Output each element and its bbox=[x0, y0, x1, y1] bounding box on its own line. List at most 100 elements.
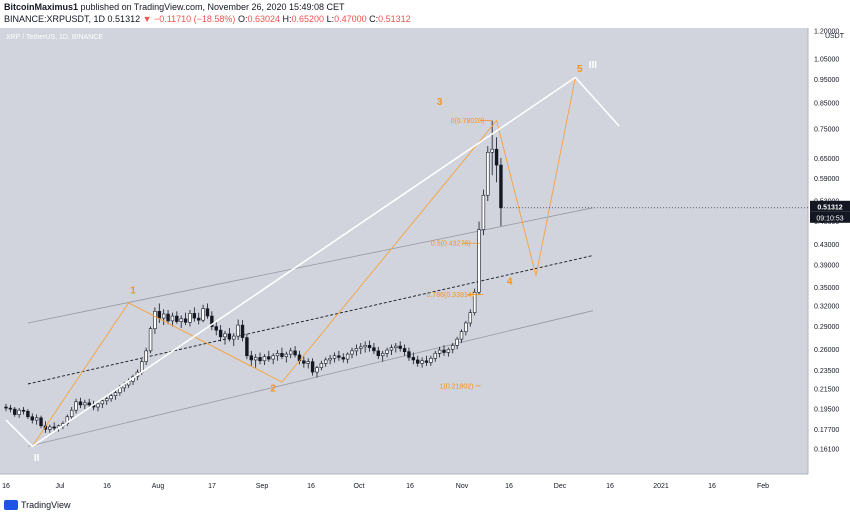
candle bbox=[420, 357, 424, 368]
author-name[interactable]: BitcoinMaximus1 bbox=[4, 2, 79, 12]
candle-body-up bbox=[109, 395, 113, 400]
time-tick-label: 16 bbox=[406, 483, 414, 490]
candle-body-up bbox=[472, 291, 477, 313]
candle-body-down bbox=[52, 426, 56, 429]
fib-level-label: 0(0.78020) bbox=[451, 118, 485, 125]
candle bbox=[192, 307, 197, 322]
last-price-label: 0.51312 bbox=[817, 204, 842, 211]
channel-lower-line[interactable] bbox=[27, 310, 593, 447]
price-tick-label: 1.05000 bbox=[814, 56, 839, 63]
candle bbox=[372, 342, 376, 355]
candle-body-up bbox=[306, 361, 310, 364]
candle-body-up bbox=[144, 350, 148, 362]
candle bbox=[319, 360, 324, 371]
candle-body-up bbox=[83, 402, 87, 406]
time-tick-label: Nov bbox=[456, 483, 469, 490]
time-tick-label: 17 bbox=[208, 483, 216, 490]
candle bbox=[490, 120, 494, 176]
candle-body-up bbox=[284, 353, 289, 357]
channel-upper-line[interactable] bbox=[27, 207, 593, 324]
chart-area[interactable]: XRP / TetherUS, 1D, BINANCE USDT 1.20000 1.… bbox=[0, 28, 850, 494]
elliott-wave-line[interactable] bbox=[31, 77, 576, 447]
candle bbox=[34, 414, 39, 425]
open-label: O: bbox=[237, 14, 248, 24]
candle bbox=[153, 307, 157, 334]
channel-mid-dashed-line[interactable] bbox=[27, 255, 593, 385]
candle-body-up bbox=[328, 357, 332, 361]
candle bbox=[157, 303, 161, 323]
price-tick-label: 0.75000 bbox=[814, 126, 839, 133]
price-axis-panel[interactable] bbox=[808, 28, 850, 494]
candle bbox=[345, 352, 350, 364]
candle bbox=[332, 352, 337, 363]
candle bbox=[214, 320, 218, 336]
candle-body-up bbox=[446, 348, 451, 353]
candle bbox=[328, 354, 332, 365]
candle bbox=[380, 350, 385, 362]
candle bbox=[477, 221, 481, 295]
tradingview-logo-icon bbox=[4, 500, 18, 510]
candle bbox=[188, 309, 192, 327]
candle-body-down bbox=[8, 407, 13, 410]
candle bbox=[13, 407, 17, 417]
candle bbox=[197, 312, 201, 325]
candle bbox=[223, 330, 227, 345]
price-tick-label: 0.17700 bbox=[814, 427, 839, 434]
candle-body-up bbox=[359, 346, 363, 349]
candle bbox=[367, 340, 372, 352]
close-label: C: bbox=[369, 14, 379, 24]
time-axis-panel[interactable] bbox=[0, 474, 808, 494]
candle-body-up bbox=[201, 308, 205, 321]
candle bbox=[354, 344, 359, 356]
candle-body-up bbox=[429, 357, 433, 363]
candle-body-up bbox=[122, 384, 126, 389]
tradingview-brand-label: TradingView bbox=[21, 500, 71, 510]
time-tick-label: Oct bbox=[354, 483, 365, 490]
candle bbox=[8, 404, 13, 413]
candle bbox=[302, 356, 306, 368]
candle-body-down bbox=[402, 348, 407, 352]
candle bbox=[337, 350, 341, 361]
candle bbox=[288, 347, 293, 359]
tradingview-brand[interactable]: TradingView bbox=[4, 500, 71, 510]
price-tick-label: 0.32000 bbox=[814, 304, 839, 311]
candle bbox=[464, 320, 468, 336]
candle-body-down bbox=[39, 417, 43, 427]
open-value: 0.63024 bbox=[247, 14, 280, 24]
candle bbox=[275, 350, 280, 361]
candle bbox=[227, 327, 232, 342]
candle bbox=[166, 309, 170, 325]
candle-body-up bbox=[275, 353, 280, 357]
candle-body-up bbox=[96, 403, 100, 408]
candle bbox=[442, 345, 446, 356]
time-tick-label: Sep bbox=[256, 483, 269, 490]
candle bbox=[451, 342, 455, 354]
candle bbox=[385, 347, 389, 358]
candle-body-up bbox=[148, 328, 153, 352]
chart-title: XRP / TetherUS, 1D, BINANCE bbox=[6, 34, 103, 41]
candle-body-up bbox=[354, 348, 359, 352]
candle bbox=[324, 357, 328, 367]
price-tick-label: 0.85000 bbox=[814, 100, 839, 107]
candle-body-down bbox=[21, 409, 26, 412]
white-trend-line[interactable] bbox=[5, 76, 620, 448]
candle bbox=[402, 344, 407, 356]
candle-body-up bbox=[170, 315, 175, 322]
candle-body-down bbox=[26, 410, 30, 418]
last-price-box bbox=[810, 200, 850, 212]
candle-body-up bbox=[451, 344, 455, 350]
candle-body-up bbox=[490, 148, 494, 153]
plot-background bbox=[0, 28, 808, 474]
candle-body-up bbox=[288, 350, 293, 355]
candle-body-down bbox=[197, 317, 201, 321]
candle-body-down bbox=[407, 351, 411, 358]
price-tick-label: 0.43000 bbox=[814, 242, 839, 249]
candle-body-up bbox=[48, 426, 52, 430]
candle-body-up bbox=[350, 350, 354, 355]
candle bbox=[70, 407, 74, 419]
candle bbox=[293, 346, 297, 358]
candle-body-down bbox=[4, 406, 8, 409]
candle bbox=[350, 347, 354, 359]
candle bbox=[205, 303, 210, 319]
